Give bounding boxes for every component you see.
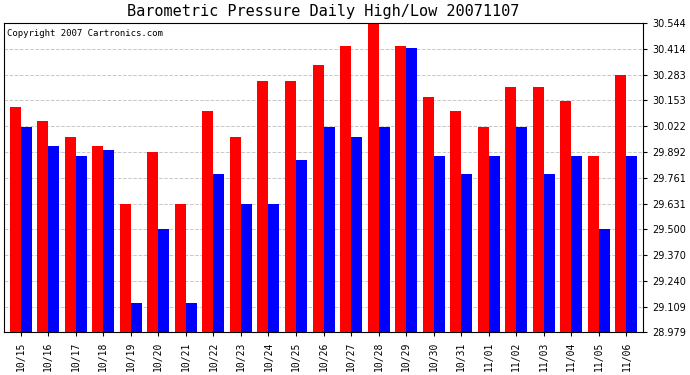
Bar bbox=[268, 204, 279, 332]
Bar bbox=[516, 127, 527, 332]
Bar bbox=[120, 204, 131, 332]
Bar bbox=[627, 156, 638, 332]
Bar bbox=[313, 65, 324, 332]
Bar bbox=[505, 87, 516, 332]
Bar bbox=[175, 204, 186, 332]
Bar bbox=[588, 156, 599, 332]
Bar bbox=[148, 152, 158, 332]
Bar bbox=[477, 127, 489, 332]
Bar bbox=[379, 127, 390, 332]
Bar bbox=[76, 156, 87, 332]
Bar bbox=[615, 75, 627, 332]
Text: Copyright 2007 Cartronics.com: Copyright 2007 Cartronics.com bbox=[8, 29, 164, 38]
Bar bbox=[423, 97, 434, 332]
Bar bbox=[406, 48, 417, 332]
Bar bbox=[461, 174, 472, 332]
Bar bbox=[489, 156, 500, 332]
Bar bbox=[158, 230, 169, 332]
Bar bbox=[104, 150, 115, 332]
Bar bbox=[296, 160, 307, 332]
Bar bbox=[37, 121, 48, 332]
Bar bbox=[450, 111, 461, 332]
Bar bbox=[10, 107, 21, 332]
Bar bbox=[285, 81, 296, 332]
Bar bbox=[48, 147, 59, 332]
Bar bbox=[92, 147, 104, 332]
Bar bbox=[230, 136, 241, 332]
Title: Barometric Pressure Daily High/Low 20071107: Barometric Pressure Daily High/Low 20071… bbox=[128, 4, 520, 19]
Bar bbox=[340, 46, 351, 332]
Bar bbox=[560, 101, 571, 332]
Bar bbox=[533, 87, 544, 332]
Bar bbox=[257, 81, 268, 332]
Bar bbox=[202, 111, 213, 332]
Bar bbox=[571, 156, 582, 332]
Bar bbox=[544, 174, 555, 332]
Bar bbox=[65, 136, 76, 332]
Bar bbox=[241, 204, 252, 332]
Bar bbox=[434, 156, 444, 332]
Bar bbox=[351, 136, 362, 332]
Bar bbox=[368, 24, 379, 332]
Bar bbox=[213, 174, 224, 332]
Bar bbox=[186, 303, 197, 332]
Bar bbox=[599, 230, 610, 332]
Bar bbox=[131, 303, 142, 332]
Bar bbox=[324, 127, 335, 332]
Bar bbox=[395, 46, 406, 332]
Bar bbox=[21, 127, 32, 332]
